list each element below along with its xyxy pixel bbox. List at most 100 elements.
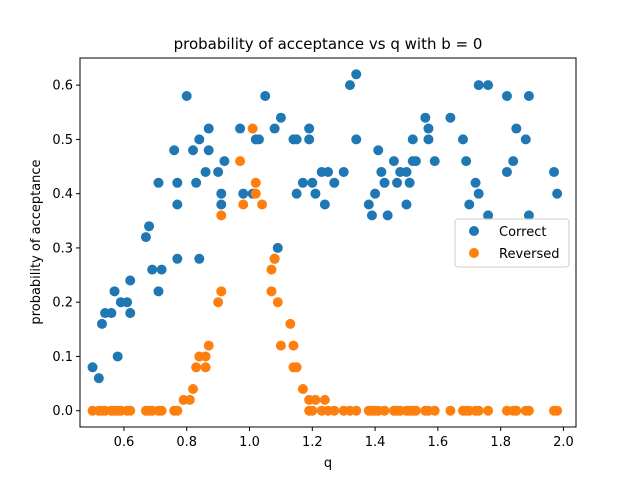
data-point-correct: [429, 156, 440, 167]
y-tick-label: 0.2: [52, 296, 73, 311]
data-point-reversed: [552, 405, 563, 416]
data-point-reversed: [216, 286, 227, 297]
y-axis-label: probability of acceptance: [29, 159, 44, 324]
data-point-correct: [407, 134, 418, 145]
data-point-correct: [153, 286, 164, 297]
data-point-correct: [511, 123, 522, 134]
y-tick-label: 0.3: [52, 241, 73, 256]
data-point-correct: [87, 362, 98, 373]
data-point-correct: [96, 318, 107, 329]
data-point-correct: [344, 80, 355, 91]
data-point-correct: [473, 80, 484, 91]
data-point-correct: [200, 166, 211, 177]
data-point-correct: [423, 123, 434, 134]
data-point-correct: [388, 156, 399, 167]
chart-title: probability of acceptance vs q with b = …: [174, 35, 483, 53]
data-point-reversed: [511, 405, 522, 416]
data-point-correct: [216, 188, 227, 199]
data-point-correct: [219, 156, 230, 167]
x-tick-label: 0.6: [114, 435, 135, 450]
data-point-correct: [323, 166, 333, 177]
data-point-reversed: [156, 405, 167, 416]
data-point-correct: [549, 166, 560, 177]
data-point-correct: [181, 90, 192, 101]
legend-label-correct: Correct: [499, 225, 546, 240]
y-tick-label: 0.1: [52, 350, 73, 365]
data-point-reversed: [410, 405, 421, 416]
data-point-correct: [272, 242, 283, 253]
data-point-correct: [392, 177, 403, 188]
data-point-correct: [457, 134, 468, 145]
data-point-reversed: [216, 210, 227, 221]
data-point-correct: [464, 199, 475, 210]
data-point-reversed: [200, 362, 211, 373]
plot-area-frame: [79, 57, 577, 428]
data-point-correct: [423, 134, 434, 145]
data-point-reversed: [250, 177, 261, 188]
data-point-correct: [93, 373, 104, 384]
y-axis-ticks: 0.0 0.1 0.2 0.3 0.4 0.5 0.6: [52, 79, 80, 419]
data-point-reversed: [310, 394, 321, 405]
data-point-reversed: [203, 340, 214, 351]
points-layer: [87, 69, 563, 416]
data-point-reversed: [269, 253, 280, 264]
data-point-correct: [260, 90, 271, 101]
data-point-correct: [188, 145, 199, 156]
data-point-correct: [307, 177, 318, 188]
data-point-reversed: [291, 362, 302, 373]
data-point-reversed: [523, 405, 534, 416]
data-point-correct: [310, 188, 321, 199]
data-point-correct: [235, 123, 246, 134]
data-point-reversed: [445, 405, 456, 416]
data-point-correct: [275, 112, 286, 123]
x-tick-label: 1.8: [490, 435, 511, 450]
data-point-reversed: [275, 340, 286, 351]
data-point-correct: [125, 275, 136, 286]
data-point-correct: [194, 134, 205, 145]
data-point-reversed: [200, 351, 211, 362]
data-point-correct: [291, 134, 302, 145]
data-point-correct: [501, 166, 512, 177]
data-point-reversed: [429, 405, 440, 416]
data-point-correct: [253, 134, 264, 145]
data-point-correct: [445, 112, 456, 123]
data-point-correct: [420, 112, 431, 123]
data-point-correct: [269, 123, 280, 134]
x-tick-label: 1.6: [428, 435, 449, 450]
data-point-correct: [319, 199, 330, 210]
data-point-correct: [351, 134, 362, 145]
data-point-correct: [523, 210, 534, 221]
data-point-reversed: [235, 156, 246, 167]
data-point-reversed: [272, 297, 283, 308]
data-point-correct: [172, 177, 183, 188]
data-point-reversed: [250, 188, 261, 199]
y-tick-label: 0.4: [52, 187, 73, 202]
data-point-reversed: [379, 405, 390, 416]
y-tick-label: 0.6: [52, 79, 73, 94]
data-point-correct: [523, 90, 534, 101]
data-point-reversed: [184, 394, 195, 405]
data-point-correct: [401, 166, 412, 177]
data-point-correct: [125, 308, 136, 319]
data-point-correct: [401, 199, 412, 210]
data-point-correct: [404, 177, 415, 188]
data-point-correct: [370, 188, 381, 199]
data-point-correct: [501, 90, 512, 101]
data-point-correct: [144, 221, 155, 232]
data-point-correct: [109, 286, 120, 297]
x-tick-label: 2.0: [553, 435, 574, 450]
x-axis-ticks: 0.6 0.8 1.0 1.2 1.4 1.6 1.8 2.0: [114, 427, 574, 450]
data-point-correct: [122, 297, 133, 308]
data-point-correct: [297, 177, 308, 188]
data-point-correct: [238, 188, 249, 199]
data-point-reversed: [213, 297, 224, 308]
data-point-correct: [410, 156, 421, 167]
data-point-correct: [304, 123, 315, 134]
data-point-reversed: [285, 318, 296, 329]
data-point-reversed: [188, 384, 199, 395]
data-point-reversed: [257, 199, 268, 210]
data-point-correct: [483, 210, 494, 221]
data-point-reversed: [473, 405, 484, 416]
x-tick-label: 0.8: [176, 435, 197, 450]
